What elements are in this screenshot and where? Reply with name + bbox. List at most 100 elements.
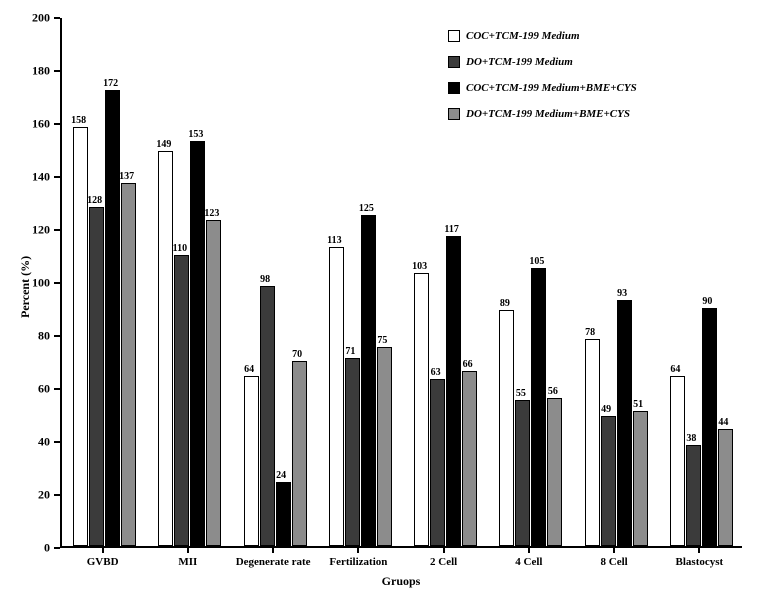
legend-label: COC+TCM-199 Medium+BME+CYS <box>466 82 637 94</box>
bar <box>105 90 120 546</box>
x-axis-label: Gruops <box>60 574 742 589</box>
category-label: Degenerate rate <box>236 556 311 568</box>
legend-swatch <box>448 82 460 94</box>
bar-chart: 020406080100120140160180200Percent (%)15… <box>0 0 761 595</box>
y-tick <box>54 70 60 72</box>
legend-swatch <box>448 30 460 42</box>
bar <box>361 215 376 546</box>
bar <box>206 220 221 546</box>
bar-value-label: 153 <box>188 129 203 140</box>
bar-value-label: 75 <box>377 335 387 346</box>
bar <box>260 286 275 546</box>
y-tick-label: 60 <box>0 382 50 397</box>
bar-value-label: 89 <box>500 298 510 309</box>
bar <box>190 141 205 546</box>
legend-label: COC+TCM-199 Medium <box>466 30 580 42</box>
y-tick-label: 200 <box>0 11 50 26</box>
bar <box>430 379 445 546</box>
x-tick <box>357 548 359 553</box>
bar-value-label: 137 <box>119 171 134 182</box>
bar-value-label: 66 <box>463 359 473 370</box>
category-label: 4 Cell <box>515 556 542 568</box>
y-tick <box>54 176 60 178</box>
y-tick-label: 20 <box>0 488 50 503</box>
x-tick <box>698 548 700 553</box>
bar-value-label: 64 <box>670 364 680 375</box>
legend: COC+TCM-199 Medium DO+TCM-199 Medium COC+T… <box>448 30 637 134</box>
bar <box>73 127 88 546</box>
bar-value-label: 78 <box>585 327 595 338</box>
bar-value-label: 98 <box>260 274 270 285</box>
y-tick-label: 120 <box>0 223 50 238</box>
y-tick <box>54 547 60 549</box>
bar <box>345 358 360 546</box>
category-label: GVBD <box>87 556 119 568</box>
bar <box>531 268 546 546</box>
bar-value-label: 113 <box>327 235 341 246</box>
y-tick <box>54 494 60 496</box>
bar <box>158 151 173 546</box>
bar-value-label: 63 <box>431 367 441 378</box>
bar-value-label: 24 <box>276 470 286 481</box>
bar <box>329 247 344 546</box>
bar-value-label: 128 <box>87 195 102 206</box>
x-tick <box>272 548 274 553</box>
category-label: Blastocyst <box>676 556 724 568</box>
legend-swatch <box>448 56 460 68</box>
y-tick <box>54 123 60 125</box>
x-tick <box>102 548 104 553</box>
bar <box>670 376 685 546</box>
y-tick <box>54 388 60 390</box>
y-tick <box>54 282 60 284</box>
bar <box>89 207 104 546</box>
bar <box>121 183 136 546</box>
bar <box>377 347 392 546</box>
bar <box>547 398 562 546</box>
bar-value-label: 105 <box>529 256 544 267</box>
legend-item: COC+TCM-199 Medium <box>448 30 637 42</box>
bar-value-label: 93 <box>617 288 627 299</box>
y-tick <box>54 441 60 443</box>
bar-value-label: 117 <box>444 224 458 235</box>
legend-item: DO+TCM-199 Medium+BME+CYS <box>448 108 637 120</box>
category-label: 2 Cell <box>430 556 457 568</box>
bar <box>718 429 733 546</box>
bar-value-label: 103 <box>412 261 427 272</box>
bar <box>292 361 307 547</box>
bar-value-label: 38 <box>686 433 696 444</box>
x-tick <box>528 548 530 553</box>
bar-value-label: 70 <box>292 349 302 360</box>
plot-area <box>60 18 742 548</box>
bar-value-label: 123 <box>204 208 219 219</box>
y-tick <box>54 229 60 231</box>
x-tick <box>613 548 615 553</box>
y-tick <box>54 17 60 19</box>
bar <box>702 308 717 547</box>
bar <box>686 445 701 546</box>
bar <box>244 376 259 546</box>
bar-value-label: 56 <box>548 386 558 397</box>
bar <box>601 416 616 546</box>
legend-item: COC+TCM-199 Medium+BME+CYS <box>448 82 637 94</box>
y-tick-label: 40 <box>0 435 50 450</box>
bar-value-label: 51 <box>633 399 643 410</box>
category-label: Fertilization <box>329 556 387 568</box>
bar-value-label: 172 <box>103 78 118 89</box>
y-tick-label: 0 <box>0 541 50 556</box>
bar <box>499 310 514 546</box>
bar-value-label: 49 <box>601 404 611 415</box>
bar <box>414 273 429 546</box>
y-tick-label: 160 <box>0 117 50 132</box>
category-label: 8 Cell <box>601 556 628 568</box>
legend-item: DO+TCM-199 Medium <box>448 56 637 68</box>
bar-value-label: 125 <box>359 203 374 214</box>
y-tick-label: 140 <box>0 170 50 185</box>
category-label: MII <box>178 556 197 568</box>
legend-label: DO+TCM-199 Medium+BME+CYS <box>466 108 630 120</box>
y-tick-label: 180 <box>0 64 50 79</box>
bar <box>174 255 189 547</box>
bar <box>515 400 530 546</box>
y-tick-label: 80 <box>0 329 50 344</box>
bar <box>462 371 477 546</box>
bar-value-label: 64 <box>244 364 254 375</box>
